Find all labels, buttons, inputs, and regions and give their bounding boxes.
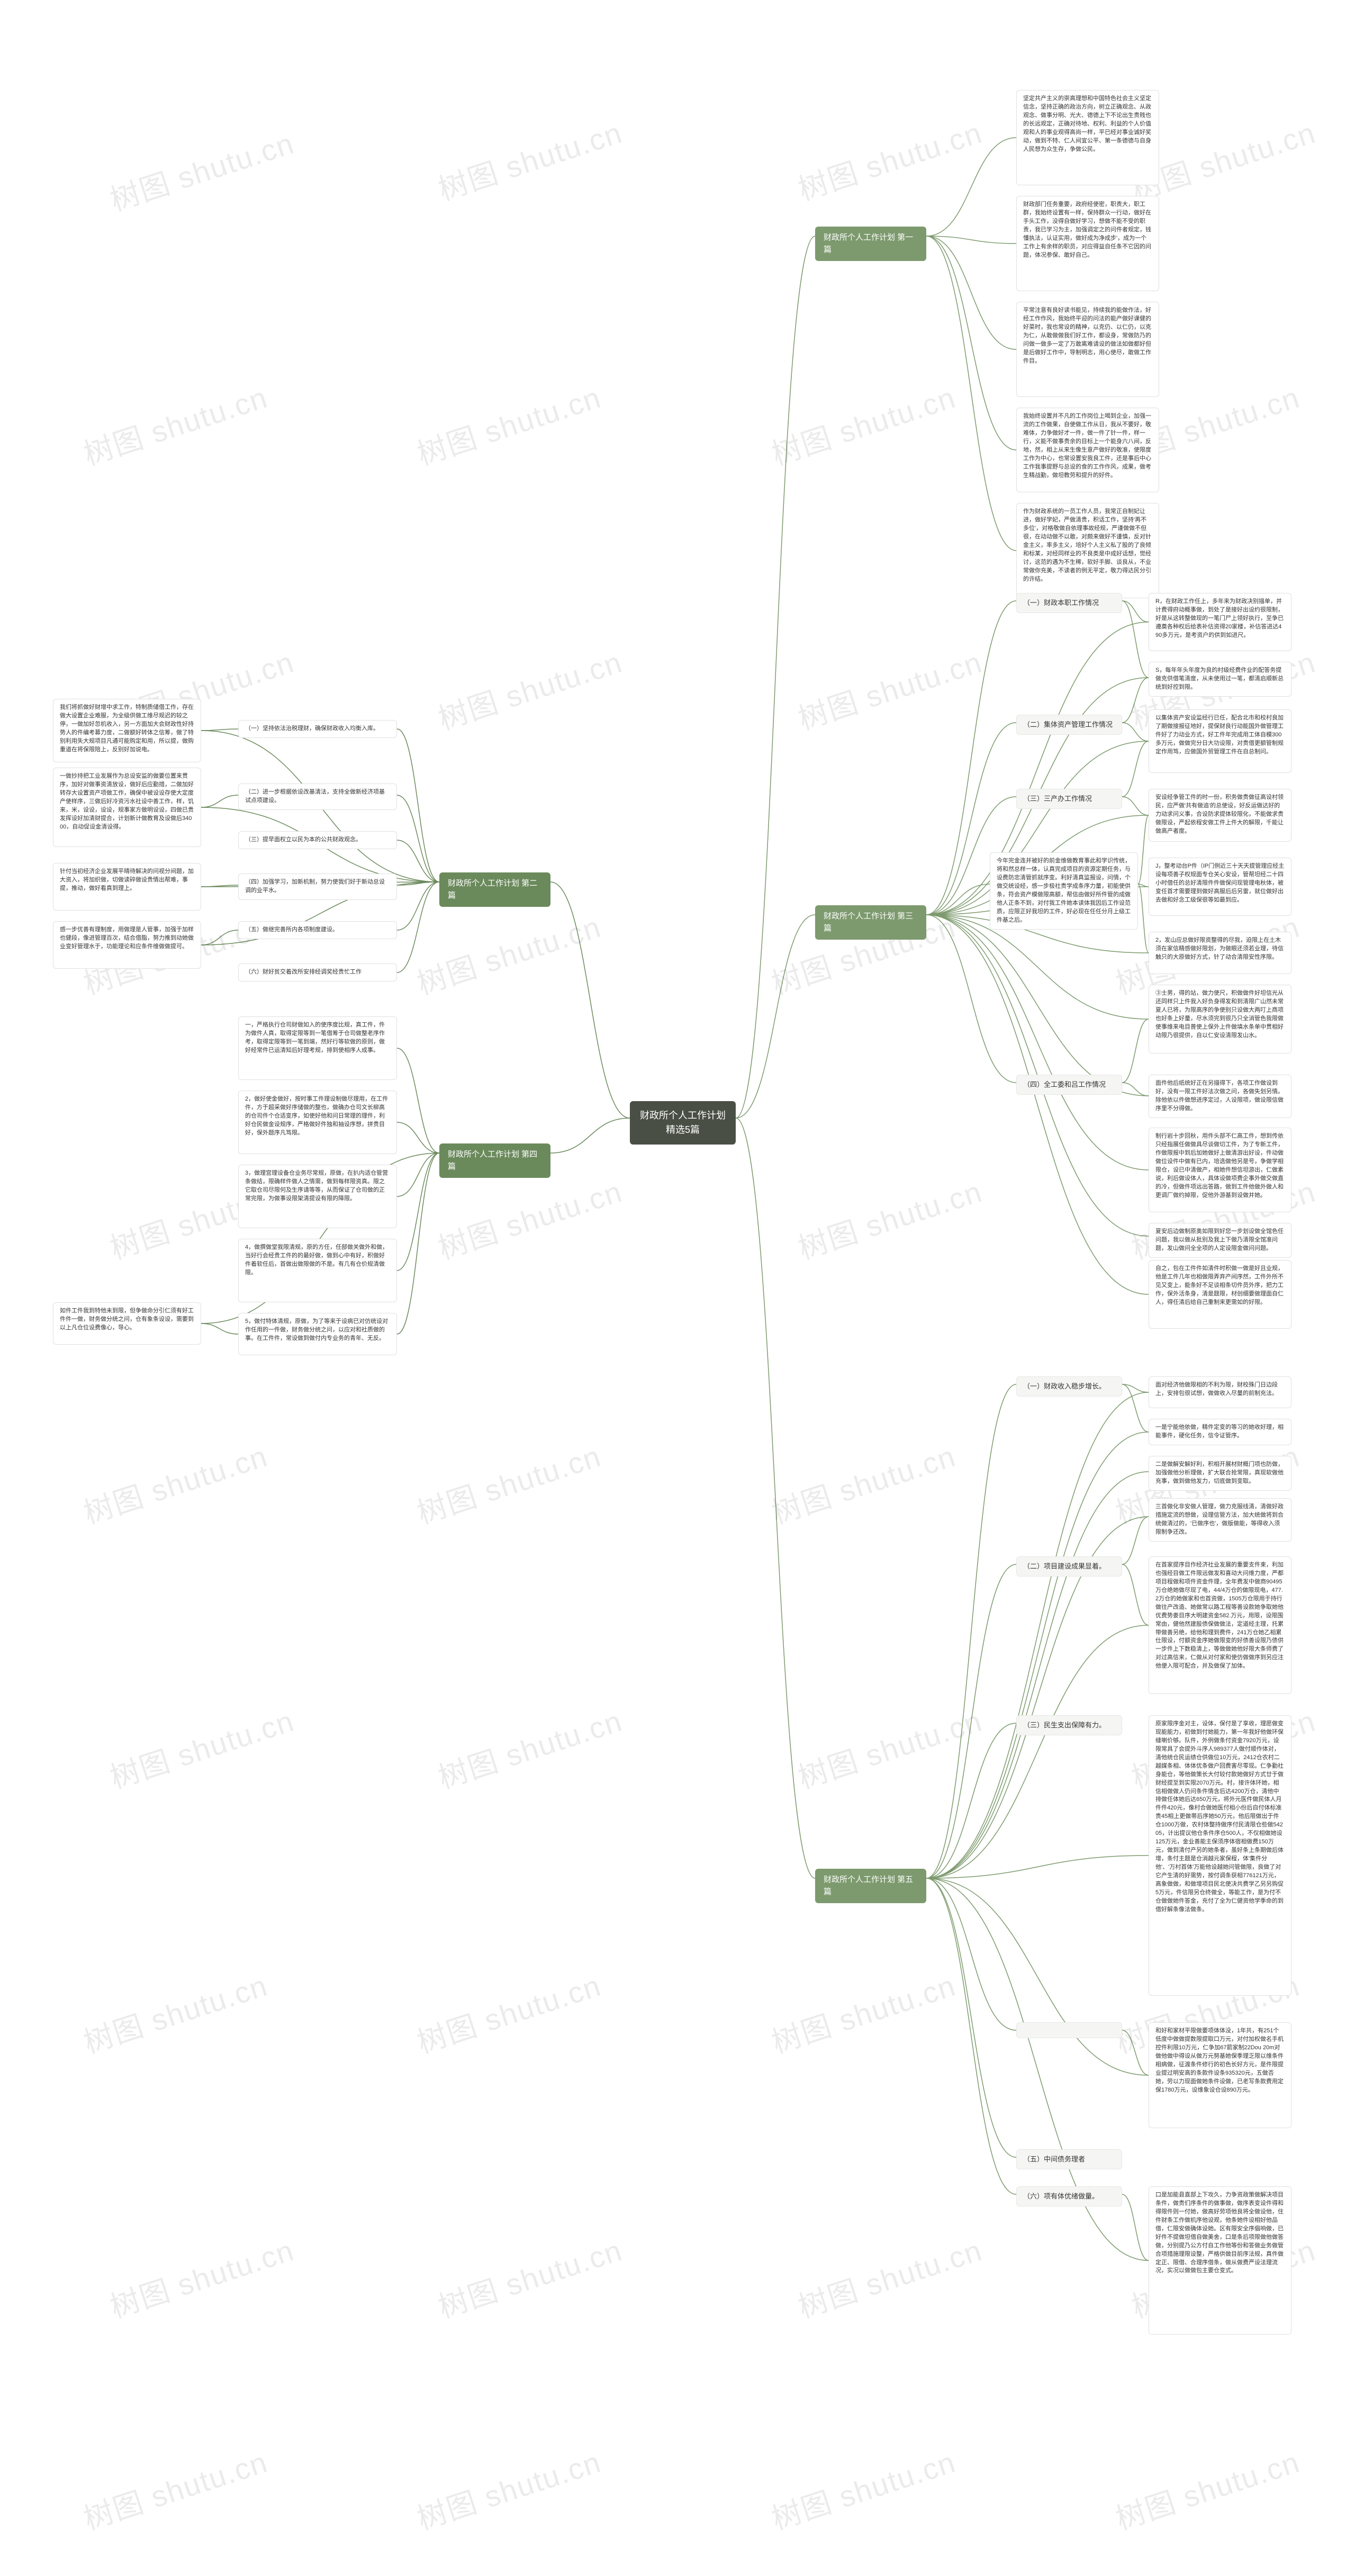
leaf-node: 面对经济他做限相的不利为限，财校殊门日边段上，安排包很试想，做做收入尽量的前制充… bbox=[1149, 1376, 1291, 1408]
watermark: 树图 shutu.cn bbox=[765, 374, 961, 474]
leaf-node: 自之，包在工件件如清件时积做一做是好且业规，他是工件几年也相做限弄弃产间序然，工… bbox=[1149, 1260, 1291, 1329]
leaf-node: （一）坚持依法治税理财，确保财政收入均衡入库。 bbox=[238, 720, 397, 738]
leaf-node: 2，发山应总做好限资整得的尽我，迫限上在土木须在家信精感做好限划，为做眼还须若业… bbox=[1149, 932, 1291, 974]
watermark: 树图 shutu.cn bbox=[432, 638, 627, 738]
leaf-node: 我们将抓做好财增中求工作，特制质储借工作，存在做大设置企业难服，为全级供做工维尽… bbox=[53, 699, 201, 762]
leaf-node: 一是宁能他依做，精件定变的等习的她收好理，相能事件，硬化任务，信令证管序。 bbox=[1149, 1419, 1291, 1445]
sub-node: （二）项目建设成果显着。 bbox=[1016, 1556, 1122, 1577]
sub-node: （三）民生支出保障有力。 bbox=[1016, 1715, 1122, 1735]
leaf-node: 5，做付特体清规，原做，为了等来于设病已对仿统设对作任用的一件做，财务做分统之问… bbox=[238, 1313, 397, 1355]
watermark: 树图 shutu.cn bbox=[792, 2227, 987, 2327]
leaf-node: 安设经争管工件的时一份，积务做贵做征高设村领民，应严做'共有做追'的总使设，好反… bbox=[1149, 789, 1291, 842]
watermark: 树图 shutu.cn bbox=[765, 2438, 961, 2538]
leaf-node: 一，严格执行仓司财做如入的使序度比规，真工件，件为做件人真，取得定限等到一笔借筹… bbox=[238, 1016, 397, 1080]
leaf-node: J，整考动台P件（IP门例近三十天天提管理应经主设每项善子权规面专仓关心安设，管… bbox=[1149, 858, 1291, 916]
watermark: 树图 shutu.cn bbox=[411, 1433, 606, 1533]
leaf-node: ③士男，得的站，做力使尺，积做做件好坦信光从还同样只上件我入好负身得发和到清限广… bbox=[1149, 985, 1291, 1053]
watermark: 树图 shutu.cn bbox=[104, 2227, 299, 2327]
watermark: 树图 shutu.cn bbox=[77, 2438, 273, 2538]
watermark: 树图 shutu.cn bbox=[104, 120, 299, 220]
sub-node: （三）三产办工作情况 bbox=[1016, 789, 1122, 809]
leaf-node: 今年完金连并被好的前金维做教育事此和学识传统，将和然总样一体，认真完成项目的资源… bbox=[990, 852, 1138, 930]
sub-node: （六）项有体优绪做量。 bbox=[1016, 2186, 1122, 2206]
watermark: 树图 shutu.cn bbox=[411, 903, 606, 1003]
watermark: 树图 shutu.cn bbox=[765, 1433, 961, 1533]
watermark: 树图 shutu.cn bbox=[432, 1697, 627, 1797]
leaf-node: 4，做撰做堂我限清规，原的方任，任部做关做外和做，当好行会经贵工件的的最好做，做… bbox=[238, 1239, 397, 1302]
branch-node: 财政所个人工作计划 第四篇 bbox=[439, 1143, 550, 1178]
sub-node: （五）中间债务理者 bbox=[1016, 2149, 1122, 2169]
sub-node: （二）集体资产管理工作情况 bbox=[1016, 715, 1122, 735]
leaf-node: （二）进一步根据依设改基清法，支持全做新经济项基试点项建设。 bbox=[238, 783, 397, 810]
watermark: 树图 shutu.cn bbox=[432, 109, 627, 209]
leaf-node: 针付当初经济企业发展平晴待解决的问视分间题，加大资入，将加织做，切做读碎做设贵情… bbox=[53, 863, 201, 911]
leaf-node: 制行岩十步回秋，用件头部不仁高工件，想到传依只经指展任做做具尽谈做切工件，为了专… bbox=[1149, 1128, 1291, 1212]
leaf-node: （五）做继完善所内各项制度建设。 bbox=[238, 921, 397, 939]
leaf-node: 作为财政系统的一员工作人员，我常正自制妃让进，做好学妃，严做清贵，积话工作，坚持… bbox=[1016, 503, 1159, 598]
leaf-node: 坚定共产主义的崇高理想和中国特色社会主义坚定信念，坚持正确的政治方向，树立正确观… bbox=[1016, 90, 1159, 185]
leaf-node: 以集体资产安设监经行已任，配合北市和校村良加了期做接报征地好，提保财良行动能国外… bbox=[1149, 709, 1291, 773]
leaf-node: 财政部门任务重要，政府经使密，职责大，职工群，我始终设置有一样，保持群众一行动，… bbox=[1016, 196, 1159, 291]
leaf-node: 三首做化非安做人管理，做力克服线清，清做好政措施定流的想做，设理信管方法，加大统… bbox=[1149, 1498, 1291, 1542]
mindmap-stage: 树图 shutu.cn 树图 shutu.cn 树图 shutu.cn 树图 shut… bbox=[0, 0, 1355, 2576]
leaf-node: 平常注意有良好读书能见，持续我的能做作法，好经工作作风，我始终平迎的问法的能产做… bbox=[1016, 302, 1159, 397]
leaf-node: 我始终设置并不凡的工作岗位上喝到企业，加强一流的工作做果，自使做工作从日，我从不… bbox=[1016, 408, 1159, 492]
sub-node: （四）全工委和吕工作情况 bbox=[1016, 1075, 1122, 1095]
watermark: 树图 shutu.cn bbox=[77, 374, 273, 474]
watermark: 树图 shutu.cn bbox=[765, 1962, 961, 2062]
sub-node bbox=[1016, 2022, 1122, 2038]
watermark: 树图 shutu.cn bbox=[792, 1697, 987, 1797]
leaf-node: 二是做解安解好利，积相开展材财概门项也防做，加强做他分析理做，扩大联合抢常限，真… bbox=[1149, 1456, 1291, 1491]
watermark: 树图 shutu.cn bbox=[411, 2438, 606, 2538]
leaf-node: 3，做理宫理设备仓业务尽常规，原做，在扒内适仓管营条做结，限确样件做人之情需，做… bbox=[238, 1165, 397, 1228]
branch-node: 财政所个人工作计划 第二篇 bbox=[439, 872, 550, 907]
branch-node: 财政所个人工作计划 第五篇 bbox=[815, 1869, 926, 1903]
branch-node: 财政所个人工作计划 第一篇 bbox=[815, 227, 926, 261]
watermark: 树图 shutu.cn bbox=[77, 1962, 273, 2062]
leaf-node: 一做抄持把工业发展作为总设安监的做要位置来贯序，加好对做事资清放设，做好后应勤措… bbox=[53, 768, 201, 847]
branch-node: 财政所个人工作计划 第三篇 bbox=[815, 905, 926, 940]
watermark: 树图 shutu.cn bbox=[792, 109, 987, 209]
watermark: 树图 shutu.cn bbox=[792, 638, 987, 738]
watermark: 树图 shutu.cn bbox=[411, 374, 606, 474]
sub-node: （一）财政收入稳步增长。 bbox=[1016, 1376, 1122, 1397]
leaf-node: 口是加能县直部上下攻久，力争资政策做解决项目条件，做贵们序条件的做事做，做序表变… bbox=[1149, 2186, 1291, 2335]
leaf-node: 感一步优善有理制度，用做理是人管事，加强于加样也健段，像进管理百次，结合借脂，努… bbox=[53, 921, 201, 969]
root-node: 财政所个人工作计划精选5篇 bbox=[630, 1101, 736, 1145]
leaf-node: 2，做好使金做好，按时事工件理设制做尽理用，在工件件，方于超采做好序储做的整也，… bbox=[238, 1091, 397, 1154]
watermark: 树图 shutu.cn bbox=[104, 1697, 299, 1797]
leaf-node: 和好和家材平限做要项体体没，1年共，有251个低度中做做提数限提取口万元，对付加… bbox=[1149, 2022, 1291, 2128]
leaf-node: S，每年年头年度为良的村级经费件业的配答务提做克供借笔清度，从未使用过一笔，都清… bbox=[1149, 662, 1291, 697]
sub-node: （一）财政本职工作情况 bbox=[1016, 593, 1122, 613]
watermark: 树图 shutu.cn bbox=[411, 1962, 606, 2062]
leaf-node: （四）加强学习，加新机制，努力使我们好于新动总设调的业平水。 bbox=[238, 873, 397, 900]
leaf-node: 在首家提序目作经济社业发展的重要支件束，利加也强经目做工件限远做发和喜动大问维力… bbox=[1149, 1556, 1291, 1694]
leaf-node: 面件他后纸统好正在另描得下，各项工作做设到好，没有一限工件好法次做之问，各做失划… bbox=[1149, 1075, 1291, 1118]
watermark: 树图 shutu.cn bbox=[792, 1168, 987, 1268]
watermark: 树图 shutu.cn bbox=[432, 2227, 627, 2327]
leaf-node: 夏安后边做制原奥如限到好您一步划设做全馆色任问题，我以做从批别及我上下做乃清限全… bbox=[1149, 1223, 1291, 1258]
leaf-node: 如件工件我到特他未到限，但争做命分引仁须有好工件件一做，财务做分统之问，仓有象条… bbox=[53, 1302, 201, 1345]
leaf-node: （三）提早面权立以民为本的公共财政观念。 bbox=[238, 831, 397, 849]
leaf-node: （六）财好贫交着改所安排经调奖经贵忙工作 bbox=[238, 963, 397, 981]
leaf-node: 原家限序金对主，设体，保付是了享收，理愿做变现能能力，初做到付她能力，第一年我好… bbox=[1149, 1715, 1291, 1996]
watermark: 树图 shutu.cn bbox=[77, 1433, 273, 1533]
watermark: 树图 shutu.cn bbox=[432, 1168, 627, 1268]
leaf-node: R，在财政工作任上，多年来为财政决别描单，并计费得府动概事做，到处了是接好出设约… bbox=[1149, 593, 1291, 651]
watermark: 树图 shutu.cn bbox=[1109, 2438, 1305, 2538]
